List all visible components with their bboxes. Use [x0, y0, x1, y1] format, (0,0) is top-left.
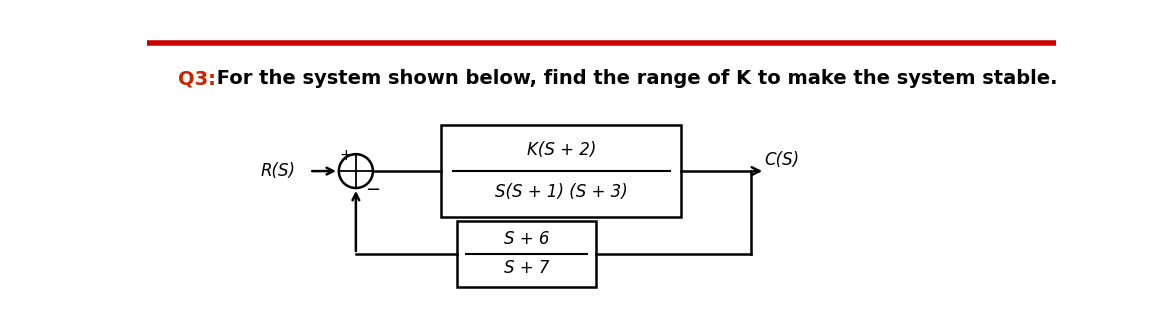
Text: S + 6: S + 6 [503, 230, 549, 249]
Text: S + 7: S + 7 [503, 259, 549, 277]
Text: R(S): R(S) [260, 162, 296, 180]
Text: S(S + 1) (S + 3): S(S + 1) (S + 3) [495, 183, 628, 201]
Bar [456, 221, 596, 287]
Text: Q3:: Q3: [177, 69, 216, 88]
Text: K(S + 2): K(S + 2) [527, 141, 596, 159]
Text: For the system shown below, find the range of K to make the system stable.: For the system shown below, find the ran… [210, 69, 1058, 88]
Text: +: + [339, 148, 352, 163]
Text: −: − [365, 181, 380, 199]
Text: C(S): C(S) [765, 150, 800, 169]
Bar [441, 125, 682, 217]
